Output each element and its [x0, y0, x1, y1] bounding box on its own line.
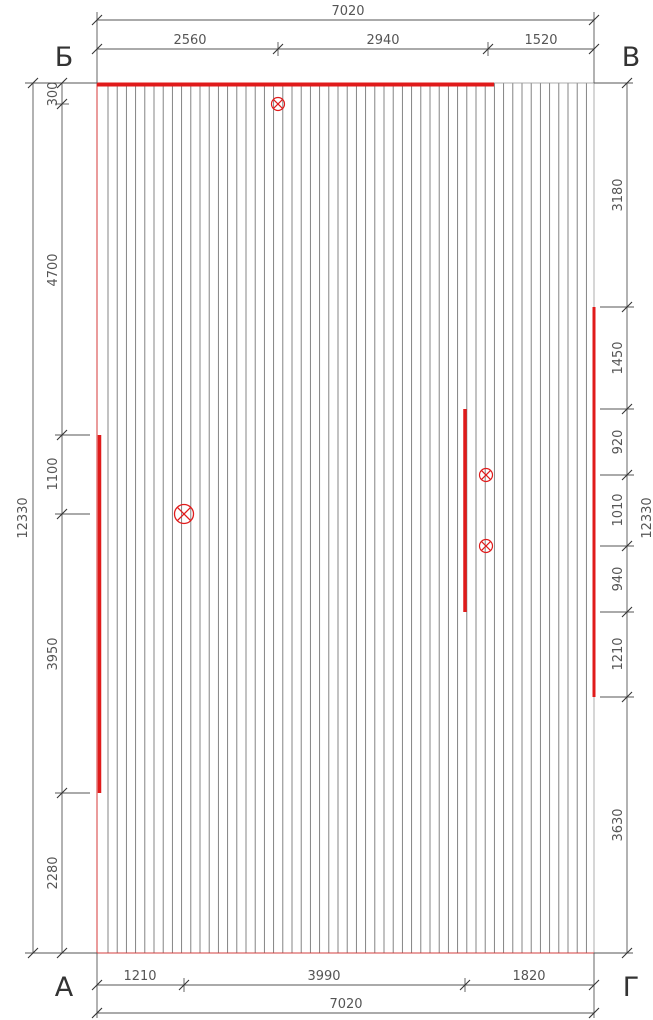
- room-outline: [96, 82, 595, 954]
- dim-bottom-1: 1210: [123, 969, 156, 984]
- dim-top-total: 7020: [331, 4, 364, 19]
- dim-right-4: 1010: [611, 493, 626, 526]
- dimension-bottom: 1210 3990 1820 7020: [91, 953, 600, 1019]
- light-fixture-icon: [478, 538, 494, 554]
- ceiling-slats: [107, 83, 587, 953]
- dim-top-3: 1520: [524, 33, 557, 48]
- dim-top-2: 2940: [366, 33, 399, 48]
- dim-bottom-3: 1820: [512, 969, 545, 984]
- light-fixture-icon: [173, 503, 195, 525]
- dim-right-7: 3630: [611, 808, 626, 841]
- dim-right-2: 1450: [611, 341, 626, 374]
- dim-bottom-total: 7020: [329, 997, 362, 1012]
- dim-left-4: 3950: [46, 637, 61, 670]
- axis-label-v: В: [622, 42, 641, 73]
- dim-right-5: 940: [611, 567, 626, 592]
- dim-left-5: 2280: [46, 856, 61, 889]
- dimension-left: 12330 300 4700 1100 3950 2280: [16, 77, 97, 959]
- dim-right-1: 3180: [611, 178, 626, 211]
- light-fixture-icon: [270, 96, 286, 112]
- dimension-top: 7020 2560 2940 1520: [91, 4, 600, 83]
- dim-left-total: 12330: [16, 497, 31, 538]
- dim-bottom-2: 3990: [307, 969, 340, 984]
- dim-right-3: 920: [611, 430, 626, 455]
- light-fixture-icon: [478, 467, 494, 483]
- dim-right-total: 12330: [640, 497, 653, 538]
- dim-right-6: 1210: [611, 637, 626, 670]
- axis-label-b: Б: [55, 42, 74, 73]
- axis-label-g: Г: [623, 972, 639, 1003]
- dim-left-1: 300: [46, 82, 61, 107]
- axis-label-a: А: [55, 972, 74, 1003]
- dim-left-3: 1100: [46, 457, 61, 490]
- dimension-right: 3180 1450 920 1010 940 1210 3630 12330: [594, 77, 653, 959]
- dim-top-1: 2560: [173, 33, 206, 48]
- dim-left-2: 4700: [46, 253, 61, 286]
